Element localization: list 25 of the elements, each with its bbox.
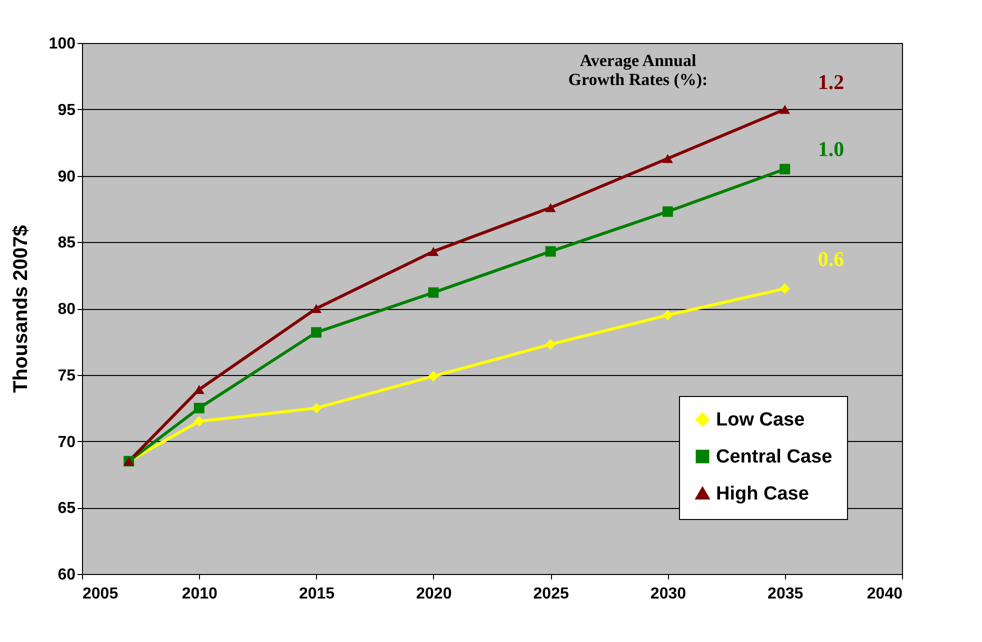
x-tick-label: 2010: [182, 586, 218, 602]
annotation: Average Annual Growth Rates (%):: [568, 51, 708, 89]
x-tick-label: 2040: [866, 586, 903, 602]
y-tick-label: 60: [58, 566, 76, 584]
legend-label: High Case: [716, 484, 809, 504]
y-tick-label: 90: [58, 168, 76, 186]
x-tick-label: 2020: [416, 586, 452, 602]
y-axis-title: Thousands 2007$: [10, 225, 32, 393]
x-tick-label: 2035: [768, 586, 804, 602]
x-tick-label: 2025: [533, 586, 569, 602]
x-tick-label: 2015: [298, 586, 335, 602]
y-tick-label: 75: [58, 367, 76, 384]
y-tick-label: 70: [58, 434, 76, 451]
annotation: 1.2: [818, 70, 844, 94]
y-tick-label: 95: [58, 102, 76, 119]
y-tick-label: 100: [48, 36, 76, 52]
legend-label: Low Case: [716, 410, 805, 430]
annotation: 0.6: [818, 247, 844, 271]
y-tick-label: 85: [58, 234, 76, 252]
x-tick-label: 2005: [82, 586, 118, 602]
x-tick-label: 2030: [650, 586, 686, 602]
annotation: 1.0: [818, 137, 844, 161]
legend-label: Central Case: [716, 446, 832, 468]
y-tick-label: 65: [58, 500, 76, 518]
y-tick-label: 80: [58, 301, 76, 318]
